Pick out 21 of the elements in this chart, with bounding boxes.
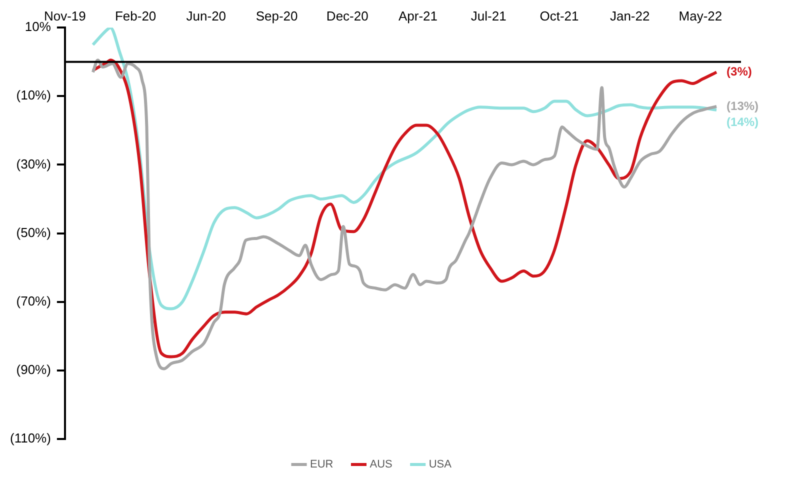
x-tick-label: Sep-20 xyxy=(256,8,298,24)
x-tick-label: Jul-21 xyxy=(470,8,506,24)
y-tick-label: (10%) xyxy=(16,88,51,103)
legend-label: EUR xyxy=(310,458,334,471)
y-tick-label: (90%) xyxy=(16,362,51,378)
x-tick-label: Jun-20 xyxy=(186,8,226,24)
annotation: (14%) xyxy=(726,114,759,129)
legend-label: USA xyxy=(428,458,452,471)
x-tick-label: Jan-22 xyxy=(610,8,650,24)
y-tick-label: (70%) xyxy=(16,293,51,308)
x-tick-label: Apr-21 xyxy=(398,8,438,24)
x-tick-label: May-22 xyxy=(678,8,722,24)
legend-label: AUS xyxy=(370,458,392,471)
x-tick-label: Feb-20 xyxy=(114,8,156,24)
y-tick-label: (30%) xyxy=(16,156,51,172)
annotation: (3%) xyxy=(726,64,752,78)
x-tick-label: Dec-20 xyxy=(326,8,368,24)
annotation: (13%) xyxy=(726,98,759,113)
y-tick-label: (110%) xyxy=(10,430,51,446)
x-tick-label: Oct-21 xyxy=(540,8,579,24)
y-tick-label: (50%) xyxy=(16,224,51,240)
